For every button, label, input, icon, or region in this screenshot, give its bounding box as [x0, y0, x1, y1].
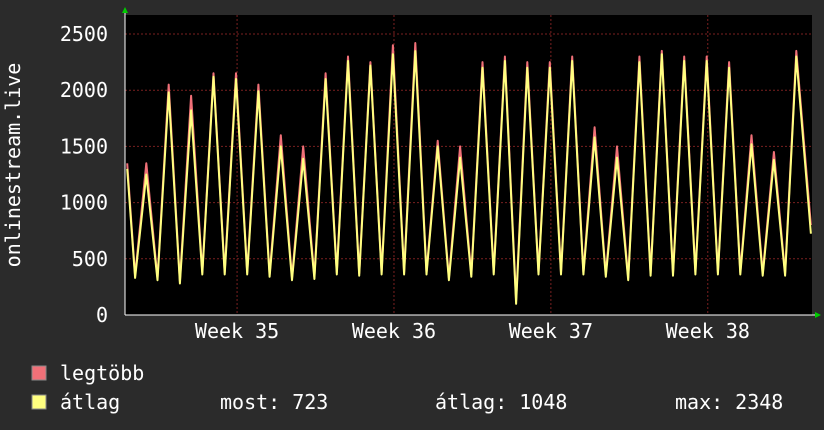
- y-tick-label: 2000: [60, 78, 108, 102]
- legend-swatch: [31, 365, 47, 381]
- x-tick-label: Week 36: [352, 319, 436, 343]
- stat: most: 723: [220, 390, 328, 414]
- stat-label: max:: [675, 390, 723, 414]
- x-arrow: [815, 312, 821, 318]
- y-tick-label: 500: [72, 247, 108, 271]
- stat-value: 2348: [735, 390, 783, 414]
- stat-value: 1048: [519, 390, 567, 414]
- stat: max: 2348: [675, 390, 783, 414]
- stat-label: most:: [220, 390, 280, 414]
- legend-label: legtöbb: [60, 361, 144, 385]
- y-tick-label: 1500: [60, 134, 108, 158]
- y-axis-label: onlinestream.live: [1, 63, 25, 268]
- legend-swatch: [31, 394, 47, 410]
- x-tick-label: Week 37: [509, 319, 593, 343]
- stat: átlag: 1048: [435, 390, 567, 414]
- x-tick-label: Week 38: [666, 319, 750, 343]
- legend-label: átlag: [60, 390, 120, 414]
- x-tick-label: Week 35: [195, 319, 279, 343]
- series-line: [126, 50, 812, 305]
- plot-area: [125, 15, 812, 315]
- legend: legtöbb átlag most: 723 átlag: 1048 max: 2348: [31, 361, 783, 414]
- stat-label: átlag:: [435, 390, 507, 414]
- y-tick-label: 0: [96, 303, 108, 327]
- stat-value: 723: [292, 390, 328, 414]
- y-arrow: [122, 7, 128, 13]
- y-tick-label: 1000: [60, 191, 108, 215]
- y-tick-label: 2500: [60, 22, 108, 46]
